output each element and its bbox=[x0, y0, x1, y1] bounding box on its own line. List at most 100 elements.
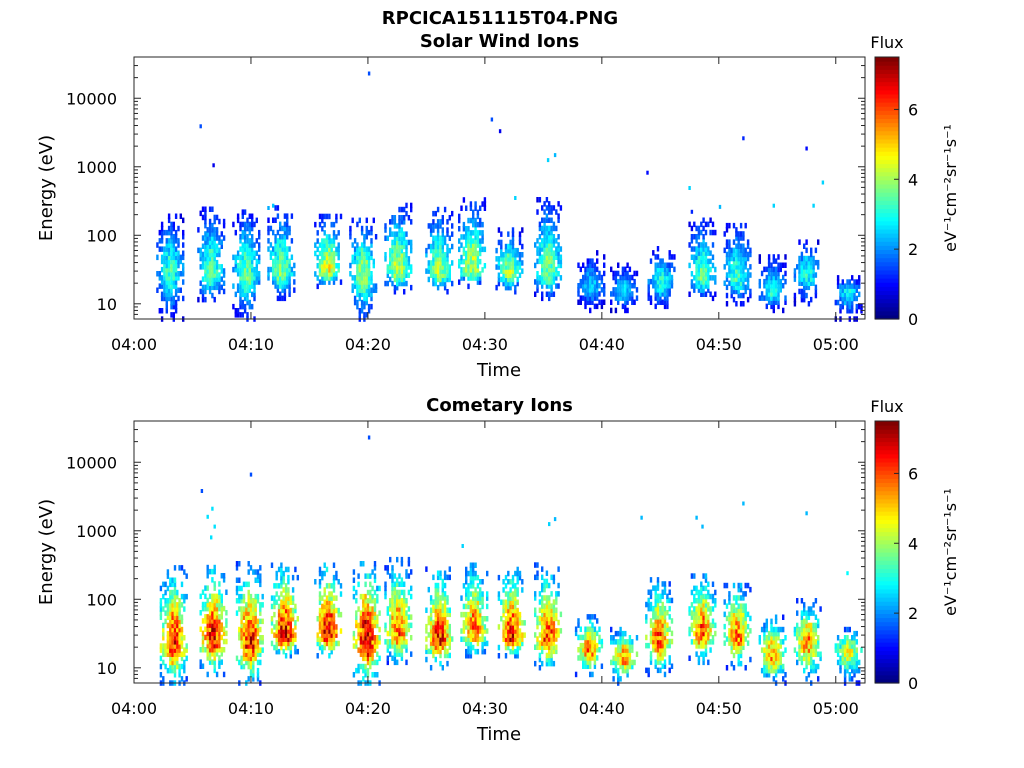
heatmap-cell bbox=[283, 287, 287, 293]
heatmap-cell bbox=[396, 252, 399, 258]
heatmap-cell bbox=[373, 610, 377, 616]
heatmap-cell bbox=[215, 647, 219, 653]
heatmap-cell bbox=[758, 295, 761, 301]
heatmap-cell bbox=[458, 217, 461, 224]
heatmap-cell bbox=[183, 569, 186, 575]
heatmap-cell bbox=[403, 268, 406, 274]
heatmap-cell bbox=[614, 651, 618, 657]
heatmap-cell bbox=[158, 238, 161, 244]
heatmap-cell bbox=[273, 603, 276, 610]
heatmap-cell bbox=[289, 624, 292, 630]
heatmap-cell bbox=[291, 616, 295, 622]
heatmap-cell bbox=[284, 644, 288, 651]
heatmap-cell bbox=[772, 303, 775, 310]
heatmap-cell bbox=[476, 632, 480, 638]
heatmap-cell bbox=[652, 585, 655, 591]
heatmap-cell bbox=[165, 291, 168, 298]
heatmap-cell bbox=[290, 271, 294, 277]
heatmap-cell bbox=[273, 644, 276, 651]
heatmap-cell bbox=[393, 223, 397, 229]
heatmap-cell bbox=[711, 593, 715, 600]
heatmap-cell bbox=[846, 283, 849, 289]
heatmap-cell bbox=[543, 217, 546, 223]
heatmap-cell bbox=[371, 614, 374, 620]
heatmap-cell bbox=[744, 611, 747, 618]
heatmap-cell bbox=[763, 651, 766, 657]
heatmap-cell bbox=[507, 640, 510, 647]
heatmap-cell bbox=[702, 602, 705, 608]
heatmap-cell bbox=[337, 230, 340, 236]
heatmap-cell bbox=[163, 295, 166, 302]
heatmap-cell bbox=[596, 630, 599, 637]
heatmap-cell bbox=[509, 587, 512, 593]
heatmap-cell bbox=[511, 616, 515, 622]
heatmap-cell bbox=[858, 283, 861, 289]
heatmap-cell bbox=[600, 299, 604, 305]
heatmap-cell bbox=[619, 647, 622, 653]
heatmap-cell bbox=[242, 606, 246, 612]
heatmap-cell bbox=[410, 268, 413, 274]
heatmap-cell bbox=[502, 272, 505, 278]
heatmap-cell bbox=[654, 291, 657, 297]
heatmap-cell bbox=[557, 213, 560, 219]
heatmap-cell bbox=[647, 667, 650, 674]
heatmap-cell bbox=[220, 231, 223, 237]
heatmap-cell bbox=[316, 653, 319, 659]
heatmap-cell bbox=[159, 643, 163, 649]
heatmap-cell bbox=[436, 644, 440, 650]
heatmap-cell bbox=[511, 264, 515, 270]
heatmap-cell bbox=[511, 235, 515, 241]
heatmap-cell bbox=[497, 574, 501, 581]
heatmap-cell bbox=[700, 229, 703, 236]
heatmap-cell bbox=[805, 264, 808, 270]
colorbar-segment bbox=[875, 269, 899, 275]
heatmap-cell bbox=[448, 640, 451, 646]
colorbar-segment bbox=[875, 261, 899, 267]
heatmap-cell bbox=[369, 589, 372, 596]
heatmap-cell bbox=[325, 636, 329, 642]
heatmap-cell bbox=[509, 628, 512, 634]
heatmap-cell bbox=[164, 651, 167, 657]
heatmap-cell bbox=[275, 632, 278, 638]
heatmap-cell bbox=[206, 280, 209, 286]
heatmap-cell bbox=[661, 642, 664, 649]
heatmap-cell bbox=[617, 278, 620, 285]
heatmap-cell bbox=[603, 287, 606, 293]
heatmap-cell bbox=[481, 221, 484, 228]
heatmap-cell bbox=[758, 283, 761, 289]
heatmap-cell bbox=[325, 583, 329, 589]
heatmap-cell bbox=[169, 606, 172, 612]
heatmap-cell bbox=[180, 593, 184, 600]
sparse-point bbox=[514, 196, 517, 200]
heatmap-cell bbox=[548, 636, 551, 642]
heatmap-cell bbox=[384, 235, 387, 241]
heatmap-cell bbox=[245, 626, 248, 633]
heatmap-cell bbox=[287, 587, 290, 593]
heatmap-cell bbox=[405, 602, 408, 608]
heatmap-cell bbox=[287, 620, 290, 626]
heatmap-cell bbox=[649, 634, 653, 641]
heatmap-cell bbox=[323, 636, 326, 642]
heatmap-cell bbox=[479, 275, 482, 281]
colorbar-segment bbox=[875, 265, 899, 271]
heatmap-cell bbox=[211, 605, 214, 612]
heatmap-cell bbox=[654, 274, 657, 281]
heatmap-cell bbox=[398, 268, 401, 274]
heatmap-cell bbox=[589, 299, 592, 305]
heatmap-cell bbox=[467, 636, 470, 642]
heatmap-cell bbox=[291, 607, 295, 614]
heatmap-cell bbox=[211, 222, 214, 229]
heatmap-cell bbox=[371, 635, 374, 641]
heatmap-cell bbox=[548, 295, 551, 302]
heatmap-cell bbox=[316, 254, 319, 261]
heatmap-cell bbox=[446, 652, 449, 659]
heatmap-cell bbox=[614, 630, 618, 637]
heatmap-cell bbox=[396, 647, 399, 653]
heatmap-cell bbox=[614, 307, 618, 314]
heatmap-cell bbox=[400, 231, 404, 237]
heatmap-cell bbox=[626, 667, 629, 674]
heatmap-cell bbox=[366, 622, 370, 629]
heatmap-cell bbox=[516, 636, 519, 642]
heatmap-cell bbox=[366, 573, 370, 579]
